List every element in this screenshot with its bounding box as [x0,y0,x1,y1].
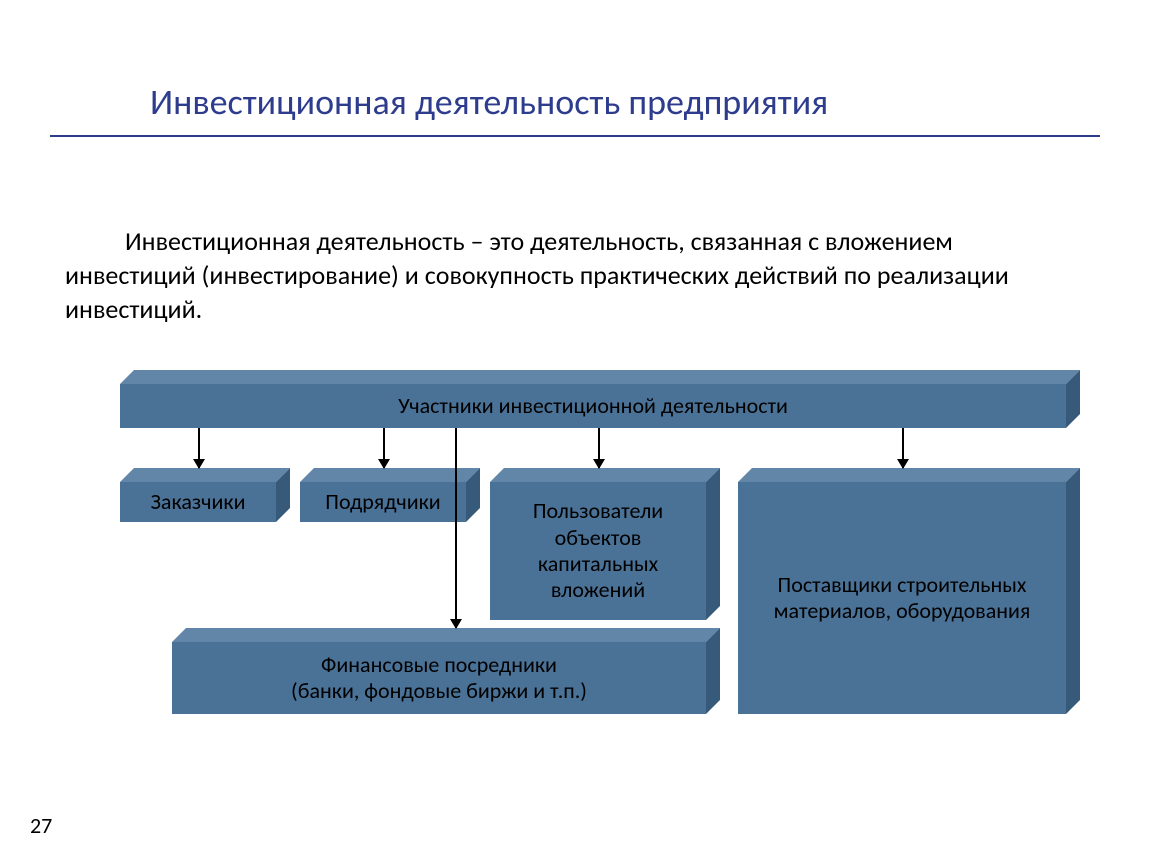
page-title: Инвестиционная деятельность предприятия [150,80,828,124]
diagram-box-label: Поставщики строительных материалов, обор… [738,482,1066,714]
title-underline [50,135,1100,137]
diagram-box-b4: Поставщики строительных материалов, обор… [738,482,1066,714]
diagram-arrow-0 [198,428,200,468]
diagram-box-label: Заказчики [120,482,276,522]
diagram-arrow-4 [902,428,904,468]
diagram-arrow-2 [455,428,457,628]
diagram-box-label: Пользователи объектов капитальных вложен… [490,482,706,620]
diagram-box-b1: Заказчики [120,482,276,522]
diagram-arrow-1 [383,428,385,468]
intro-paragraph: Инвестиционная деятельность – это деятел… [65,225,1075,326]
diagram-arrow-3 [598,428,600,468]
diagram-box-b2: Подрядчики [300,482,466,522]
diagram-box-header: Участники инвестиционной деятельности [120,384,1066,428]
participants-diagram: Участники инвестиционной деятельности Зак… [120,370,1080,750]
page-number: 27 [30,812,52,839]
diagram-box-label: Финансовые посредники (банки, фондовые б… [172,642,706,714]
diagram-box-label: Участники инвестиционной деятельности [120,384,1066,428]
diagram-box-label: Подрядчики [300,482,466,522]
diagram-box-b5: Финансовые посредники (банки, фондовые б… [172,642,706,714]
diagram-box-b3: Пользователи объектов капитальных вложен… [490,482,706,620]
